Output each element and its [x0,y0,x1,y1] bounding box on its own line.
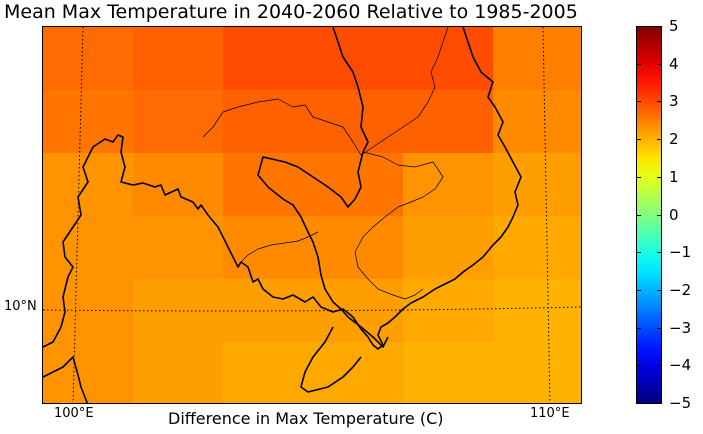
colorbar-tick-label: −2 [669,280,692,299]
border-thailand-laos [202,98,362,156]
colorbar-tick-label: 3 [669,92,679,111]
mekong-border [257,27,389,348]
colorbar-tick-mark [636,139,641,141]
colorbar-tick-mark [636,176,641,178]
colorbar-tick-mark [636,365,641,367]
grid-cell [223,216,314,280]
parallel-10N [43,306,581,312]
grid-cell [223,342,314,403]
grid-cell [43,90,134,154]
colorbar-tick-label: −3 [669,318,692,337]
border-laos-vietnam [360,27,449,156]
colorbar-tick-mark [657,214,662,216]
colorbar-tick-label: 4 [669,54,679,73]
grid-cell [403,216,494,280]
grid-cell [403,27,494,91]
colorbar-tick-mark [636,214,641,216]
grid-cell [313,153,404,217]
grid-cell [403,342,494,403]
grid-cell [313,27,404,91]
lat-label-10n: 10°N [4,299,37,314]
coastline [43,27,522,403]
grid-cell [493,342,581,403]
graticule [43,27,581,403]
grid-cell [493,216,581,280]
colorbar-tick-label: 5 [669,17,679,35]
colorbar-tick-mark [657,327,662,329]
colorbar-tick-mark [636,252,641,254]
grid-cell [403,90,494,154]
colorbar-tick-mark [657,365,662,367]
colorbar-tick-mark [657,101,662,103]
map-panel [42,26,582,404]
colorbar-tick-label: 0 [669,205,679,224]
grid-cell [223,90,314,154]
colorbar-tick-label: −5 [669,394,692,412]
colorbar-tick-mark [636,327,641,329]
grid-cell [133,27,224,91]
colorbar-tick-mark [636,26,641,27]
colorbar-tick-mark [657,176,662,178]
grid-cell [493,27,581,91]
lon-label-110e: 110°E [530,406,570,421]
colorbar-tick-mark [636,101,641,103]
colorbar-tick-mark [657,26,662,27]
temperature-map [43,27,581,403]
grid-cell [493,279,581,343]
map-title: Mean Max Temperature in 2040-2060 Relati… [4,1,578,23]
coastline-south [300,326,362,393]
coastline-west [43,134,242,348]
grid-cell [133,216,224,280]
meridian-100E [72,27,84,403]
colorbar-tick-label: −4 [669,356,692,375]
colorbar-tick-mark [657,403,662,404]
grid-cell [403,279,494,343]
colorbar-tick-mark [657,63,662,65]
grid-cell [313,279,404,343]
grid-cell [313,216,404,280]
colorbar-tick-label: 2 [669,130,679,149]
colorbar-tick-mark [657,252,662,254]
grid-cell [43,342,134,403]
meridian-110E [542,27,551,403]
border-cambodia [354,151,444,300]
coastline-gulf [240,27,522,350]
temperature-grid [43,27,581,403]
colorbar-tick-mark [636,403,641,404]
border-cambodia-thailand [240,231,319,263]
grid-cell [43,27,134,91]
x-axis-label: Difference in Max Temperature (C) [168,409,444,428]
grid-cell [43,153,134,217]
grid-cell [133,90,224,154]
colorbar-tick-mark [636,63,641,65]
lon-label-100e: 100°E [54,406,94,421]
colorbar-tick-mark [657,289,662,291]
colorbar-tick-mark [636,289,641,291]
coastline-peninsula [43,356,89,403]
grid-cell [133,342,224,403]
grid-cell [493,153,581,217]
grid-cell [223,153,314,217]
grid-cell [493,90,581,154]
colorbar-tick-mark [657,139,662,141]
grid-cell [133,279,224,343]
country-borders [202,27,449,300]
colorbar-tick-label: 1 [669,167,679,186]
grid-cell [403,153,494,217]
grid-cell [313,342,404,403]
colorbar-tick-label: −1 [669,243,692,262]
grid-cell [223,27,314,91]
grid-cell [43,216,134,280]
